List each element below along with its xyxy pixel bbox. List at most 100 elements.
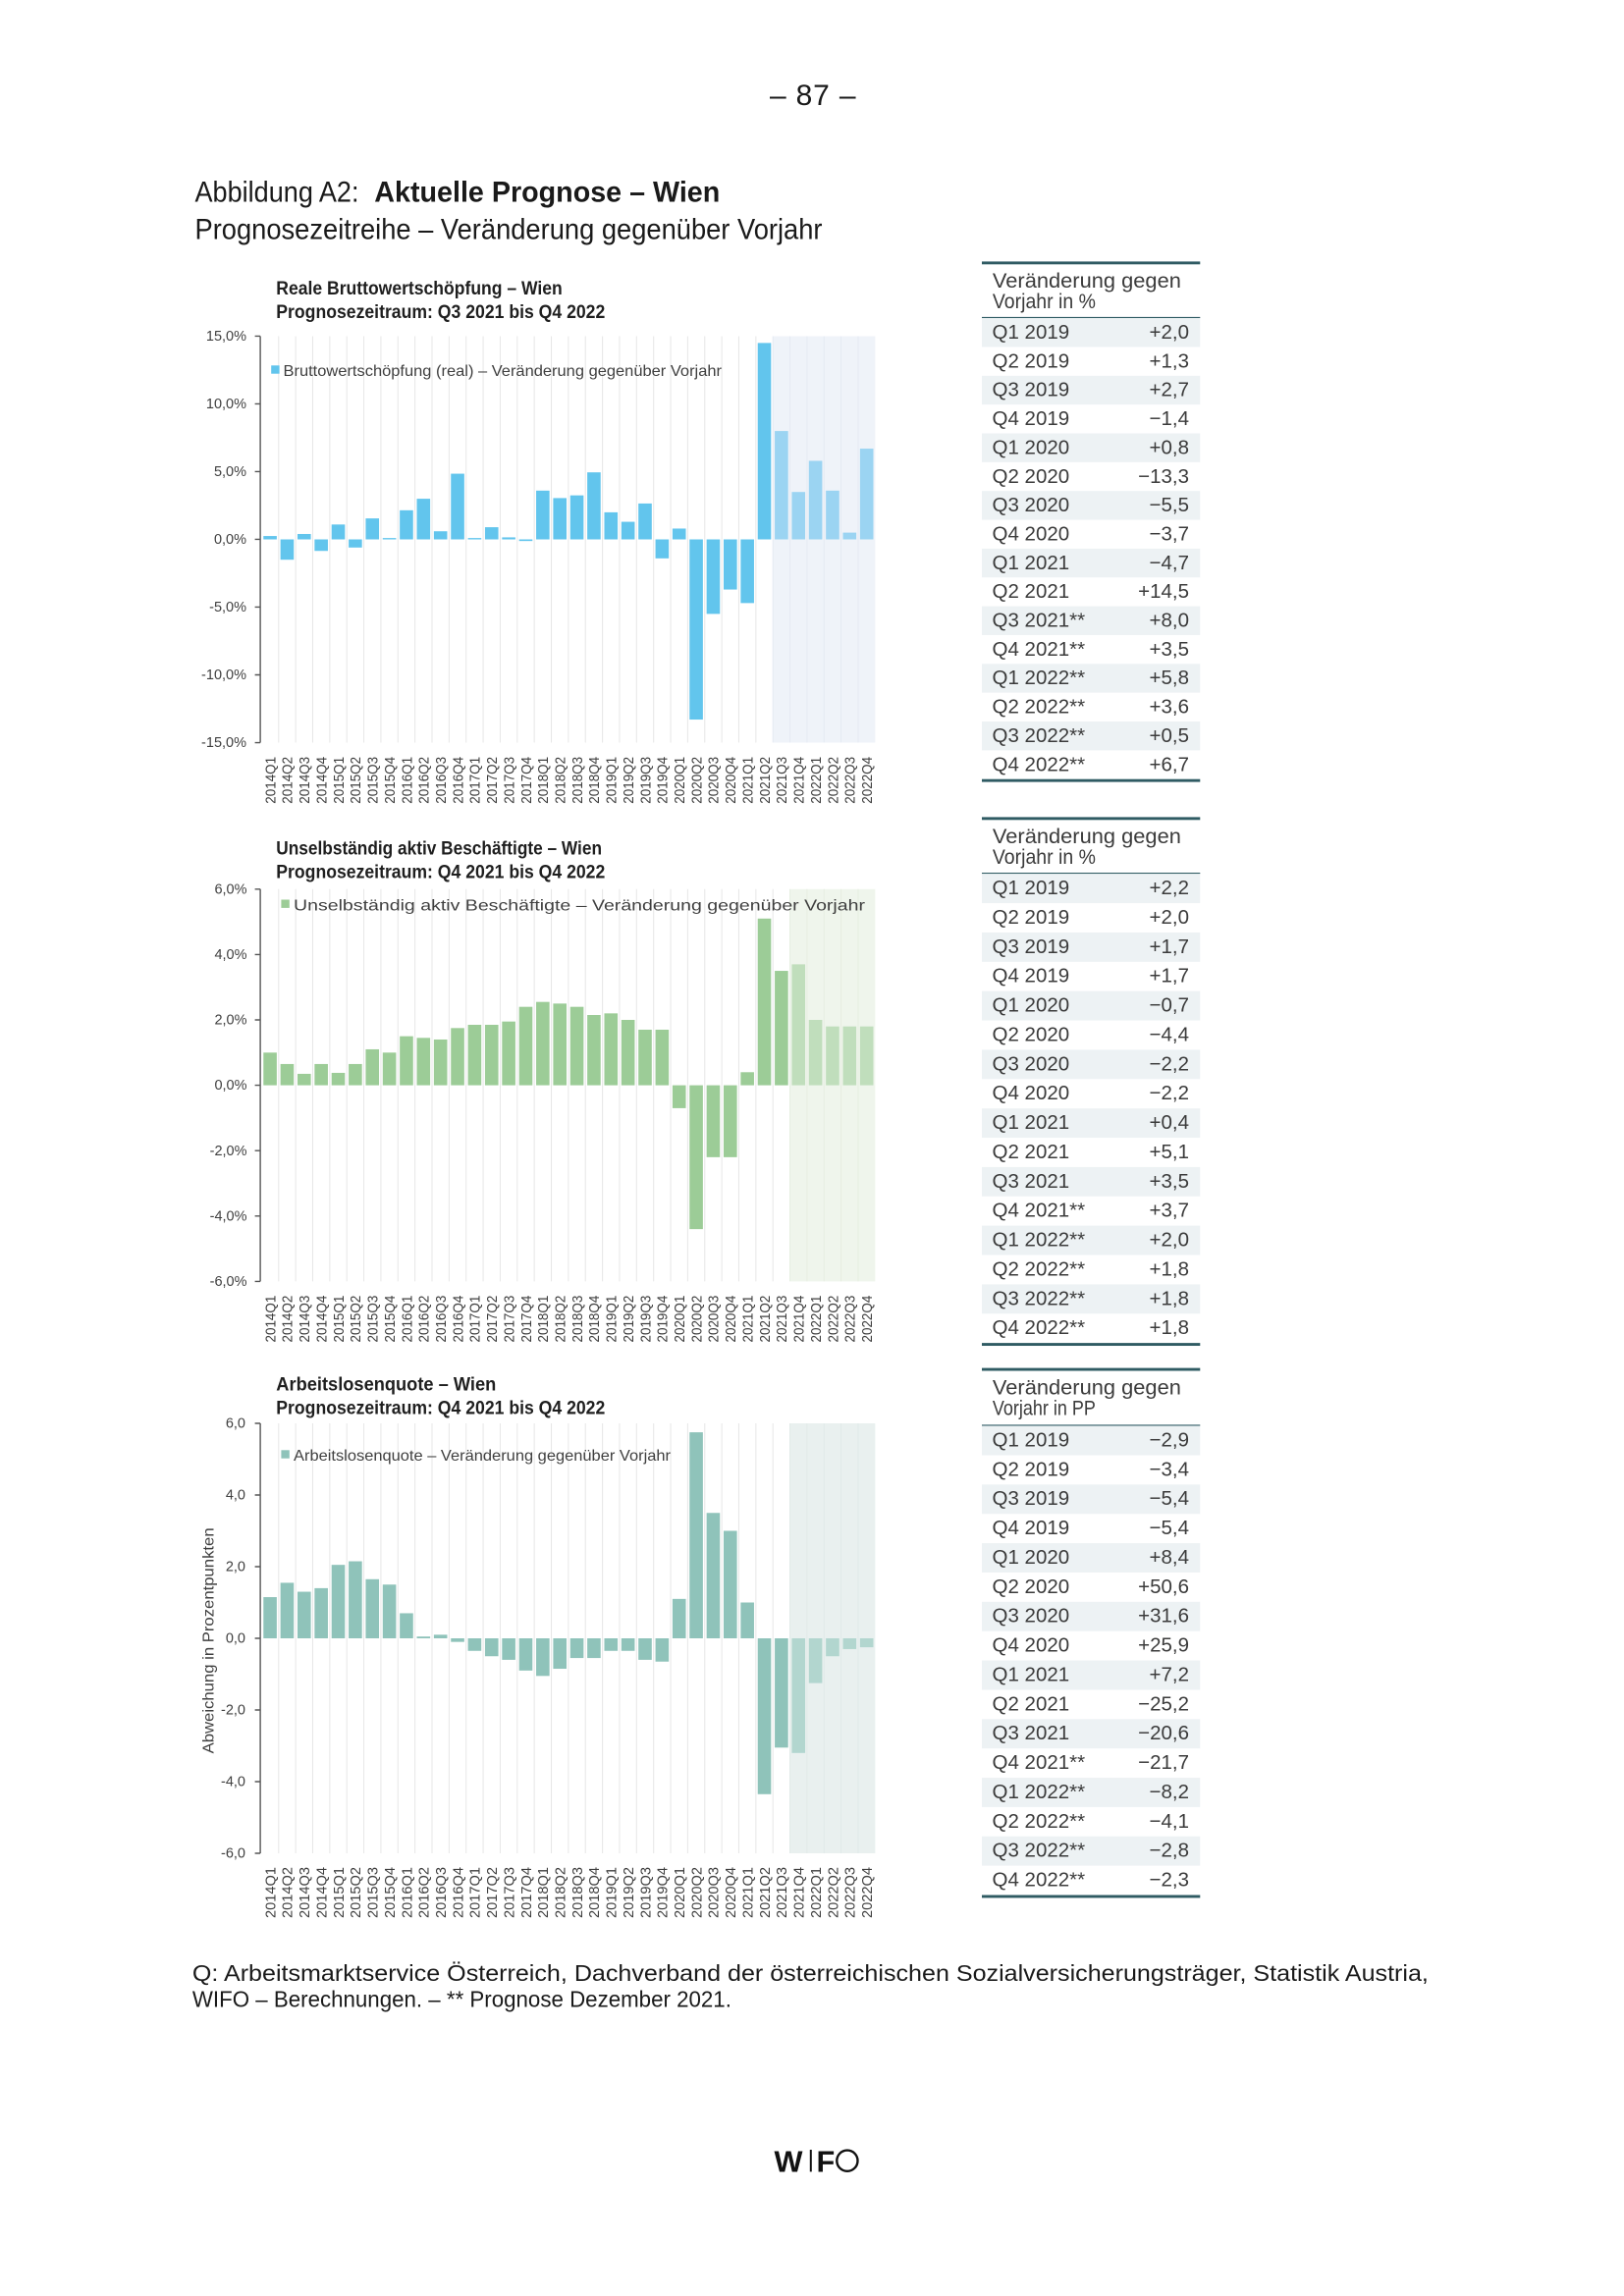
svg-text:Prognosezeitreihe – Veränderun: Prognosezeitreihe – Veränderung gegenübe…	[195, 214, 823, 246]
svg-text:2021Q3: 2021Q3	[775, 757, 790, 804]
svg-text:+5,1: +5,1	[1150, 1141, 1189, 1163]
svg-text:2020Q2: 2020Q2	[689, 757, 705, 804]
svg-text:2015Q2: 2015Q2	[349, 1867, 364, 1918]
svg-text:– 87 –: – 87 –	[770, 80, 856, 112]
svg-text:Q2 2022**: Q2 2022**	[993, 1810, 1086, 1833]
svg-text:2017Q2: 2017Q2	[485, 757, 501, 804]
svg-text:2018Q3: 2018Q3	[570, 757, 586, 804]
svg-text:2022Q1: 2022Q1	[809, 1867, 825, 1918]
svg-text:+50,6: +50,6	[1138, 1575, 1189, 1598]
svg-text:+0,8: +0,8	[1150, 436, 1189, 458]
svg-text:2022Q3: 2022Q3	[843, 757, 859, 804]
svg-text:2015Q4: 2015Q4	[383, 757, 399, 804]
svg-text:Q4 2020: Q4 2020	[993, 522, 1070, 545]
svg-text:0,0: 0,0	[226, 1631, 245, 1647]
svg-text:+1,8: +1,8	[1150, 1257, 1189, 1280]
svg-text:2017Q4: 2017Q4	[519, 1296, 535, 1343]
svg-text:Arbeitslosenquote – Veränderun: Arbeitslosenquote – Veränderung gegenübe…	[294, 1448, 672, 1465]
svg-text:Bruttowertschöpfung (real) – V: Bruttowertschöpfung (real) – Veränderung…	[284, 363, 723, 380]
svg-text:2018Q4: 2018Q4	[587, 1296, 603, 1343]
svg-text:Veränderung gegen: Veränderung gegen	[993, 825, 1181, 848]
svg-text:2015Q3: 2015Q3	[366, 757, 382, 804]
svg-text:2021Q1: 2021Q1	[740, 757, 756, 804]
svg-text:−21,7: −21,7	[1138, 1751, 1189, 1774]
svg-text:2020Q4: 2020Q4	[724, 757, 739, 804]
svg-text:Q1 2020: Q1 2020	[993, 1546, 1070, 1569]
svg-text:Q1 2020: Q1 2020	[993, 994, 1070, 1017]
svg-text:2017Q2: 2017Q2	[485, 1867, 501, 1918]
svg-text:2017Q1: 2017Q1	[468, 757, 484, 804]
svg-text:2019Q3: 2019Q3	[638, 1867, 654, 1918]
svg-text:+2,2: +2,2	[1150, 877, 1189, 899]
svg-text:F: F	[817, 2144, 836, 2178]
svg-text:2016Q2: 2016Q2	[417, 1867, 433, 1918]
svg-text:−5,5: −5,5	[1150, 494, 1189, 516]
svg-text:2018Q3: 2018Q3	[570, 1867, 586, 1918]
svg-text:+7,2: +7,2	[1150, 1663, 1189, 1685]
svg-text:2016Q3: 2016Q3	[434, 757, 450, 804]
svg-text:-4,0%: -4,0%	[210, 1208, 247, 1224]
svg-text:Vorjahr in PP: Vorjahr in PP	[993, 1396, 1096, 1419]
svg-text:Q2 2021: Q2 2021	[993, 1141, 1070, 1163]
svg-text:Veränderung gegen: Veränderung gegen	[993, 1375, 1181, 1399]
svg-text:2022Q2: 2022Q2	[826, 1867, 841, 1918]
svg-text:WIFO – Berechnungen. – ** Prog: WIFO – Berechnungen. – ** Prognose Dezem…	[192, 1987, 731, 2012]
svg-text:Q2 2020: Q2 2020	[993, 465, 1070, 488]
svg-text:2021Q3: 2021Q3	[775, 1867, 790, 1918]
svg-text:-5,0%: -5,0%	[209, 600, 246, 615]
svg-text:−2,8: −2,8	[1150, 1840, 1189, 1862]
svg-text:2018Q1: 2018Q1	[536, 1867, 552, 1918]
svg-text:-2,0%: -2,0%	[210, 1144, 247, 1159]
svg-text:Q2 2019: Q2 2019	[993, 906, 1070, 929]
svg-text:+1,7: +1,7	[1150, 935, 1189, 958]
svg-text:2021Q4: 2021Q4	[792, 1867, 808, 1918]
svg-text:Q3 2022**: Q3 2022**	[993, 1840, 1086, 1862]
svg-text:2019Q1: 2019Q1	[605, 757, 621, 804]
svg-text:-4,0: -4,0	[221, 1775, 245, 1790]
svg-text:Q4 2022**: Q4 2022**	[993, 1316, 1086, 1339]
svg-text:−20,6: −20,6	[1138, 1722, 1189, 1744]
svg-text:2017Q4: 2017Q4	[519, 757, 535, 804]
svg-text:2014Q4: 2014Q4	[314, 1867, 330, 1918]
svg-text:2019Q3: 2019Q3	[638, 1296, 654, 1343]
svg-text:2017Q4: 2017Q4	[519, 1867, 535, 1918]
svg-text:2015Q2: 2015Q2	[349, 757, 364, 804]
svg-text:2020Q3: 2020Q3	[707, 757, 723, 804]
svg-text:−4,1: −4,1	[1150, 1810, 1189, 1833]
svg-text:2022Q4: 2022Q4	[860, 1296, 876, 1343]
svg-text:6,0%: 6,0%	[214, 881, 246, 897]
svg-text:-6,0%: -6,0%	[210, 1274, 247, 1290]
svg-text:2022Q2: 2022Q2	[826, 1296, 841, 1343]
svg-text:2021Q2: 2021Q2	[758, 1296, 774, 1343]
svg-text:2015Q4: 2015Q4	[383, 1296, 399, 1343]
svg-text:Prognosezeitraum: Q4 2021 bis: Prognosezeitraum: Q4 2021 bis Q4 2022	[276, 1397, 605, 1418]
svg-text:2019Q4: 2019Q4	[656, 1296, 672, 1343]
svg-text:2014Q3: 2014Q3	[298, 1867, 313, 1918]
svg-text:2020Q4: 2020Q4	[724, 1867, 739, 1918]
svg-text:Aktuelle Prognose – Wien: Aktuelle Prognose – Wien	[374, 176, 720, 208]
svg-text:2016Q2: 2016Q2	[417, 1296, 433, 1343]
svg-text:Q1 2021: Q1 2021	[993, 552, 1070, 574]
svg-text:2014Q2: 2014Q2	[281, 1296, 297, 1343]
svg-text:−5,4: −5,4	[1150, 1487, 1189, 1510]
svg-text:−2,3: −2,3	[1150, 1869, 1189, 1892]
svg-text:2018Q1: 2018Q1	[536, 1296, 552, 1343]
svg-text:Q3 2020: Q3 2020	[993, 1605, 1070, 1628]
svg-text:2,0%: 2,0%	[214, 1013, 246, 1029]
svg-text:2021Q1: 2021Q1	[740, 1296, 756, 1343]
svg-text:2021Q4: 2021Q4	[792, 1296, 808, 1343]
svg-text:2015Q2: 2015Q2	[349, 1296, 364, 1343]
svg-text:2014Q2: 2014Q2	[281, 757, 297, 804]
svg-text:−3,7: −3,7	[1150, 522, 1189, 545]
svg-text:Q1 2020: Q1 2020	[993, 436, 1070, 458]
svg-text:Q2 2019: Q2 2019	[993, 349, 1070, 372]
svg-text:+8,4: +8,4	[1150, 1546, 1189, 1569]
svg-text:2021Q4: 2021Q4	[792, 757, 808, 804]
svg-text:2021Q3: 2021Q3	[775, 1296, 790, 1343]
svg-text:6,0: 6,0	[226, 1416, 245, 1432]
svg-text:2017Q1: 2017Q1	[468, 1296, 484, 1343]
svg-text:2018Q2: 2018Q2	[554, 757, 569, 804]
svg-text:2020Q3: 2020Q3	[707, 1867, 723, 1918]
svg-text:W: W	[775, 2144, 803, 2178]
svg-text:Q1 2022**: Q1 2022**	[993, 667, 1086, 689]
